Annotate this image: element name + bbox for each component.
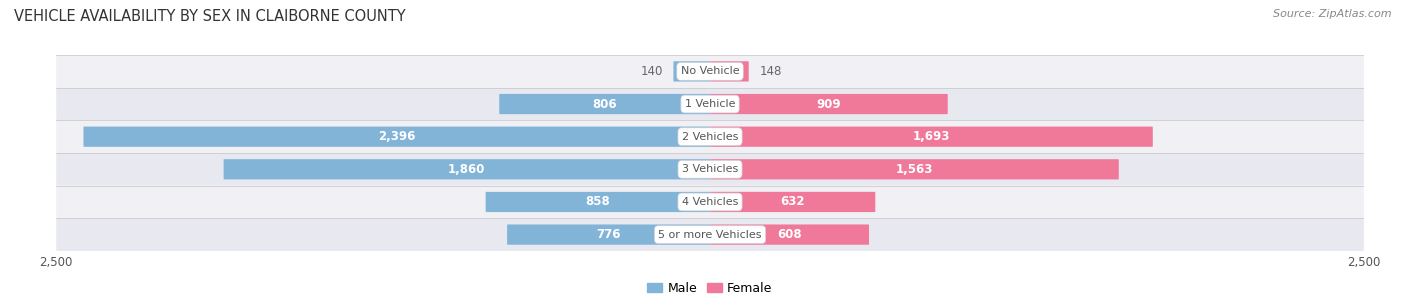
Text: 4 Vehicles: 4 Vehicles xyxy=(682,197,738,207)
Text: 806: 806 xyxy=(592,98,617,110)
FancyBboxPatch shape xyxy=(56,88,1364,120)
FancyBboxPatch shape xyxy=(710,61,749,81)
Text: 5 or more Vehicles: 5 or more Vehicles xyxy=(658,230,762,240)
Text: Source: ZipAtlas.com: Source: ZipAtlas.com xyxy=(1274,9,1392,19)
Legend: Male, Female: Male, Female xyxy=(643,277,778,300)
FancyBboxPatch shape xyxy=(710,159,1119,179)
Text: 1,563: 1,563 xyxy=(896,163,934,176)
FancyBboxPatch shape xyxy=(673,61,710,81)
FancyBboxPatch shape xyxy=(499,94,710,114)
Text: 1,860: 1,860 xyxy=(449,163,485,176)
Text: 858: 858 xyxy=(585,196,610,208)
Text: 3 Vehicles: 3 Vehicles xyxy=(682,164,738,174)
Text: 776: 776 xyxy=(596,228,621,241)
FancyBboxPatch shape xyxy=(56,153,1364,186)
Text: 140: 140 xyxy=(641,65,664,78)
Text: 2 Vehicles: 2 Vehicles xyxy=(682,132,738,142)
FancyBboxPatch shape xyxy=(485,192,710,212)
FancyBboxPatch shape xyxy=(224,159,710,179)
Text: 632: 632 xyxy=(780,196,804,208)
Text: 1,693: 1,693 xyxy=(912,130,950,143)
FancyBboxPatch shape xyxy=(83,127,710,147)
FancyBboxPatch shape xyxy=(710,225,869,245)
FancyBboxPatch shape xyxy=(56,120,1364,153)
FancyBboxPatch shape xyxy=(710,192,876,212)
FancyBboxPatch shape xyxy=(56,55,1364,88)
FancyBboxPatch shape xyxy=(56,218,1364,251)
FancyBboxPatch shape xyxy=(56,186,1364,218)
Text: 608: 608 xyxy=(778,228,801,241)
FancyBboxPatch shape xyxy=(710,127,1153,147)
Text: 2,396: 2,396 xyxy=(378,130,415,143)
Text: No Vehicle: No Vehicle xyxy=(681,66,740,76)
FancyBboxPatch shape xyxy=(508,225,710,245)
Text: 909: 909 xyxy=(817,98,841,110)
FancyBboxPatch shape xyxy=(710,94,948,114)
Text: 148: 148 xyxy=(759,65,782,78)
Text: 1 Vehicle: 1 Vehicle xyxy=(685,99,735,109)
Text: VEHICLE AVAILABILITY BY SEX IN CLAIBORNE COUNTY: VEHICLE AVAILABILITY BY SEX IN CLAIBORNE… xyxy=(14,9,406,24)
